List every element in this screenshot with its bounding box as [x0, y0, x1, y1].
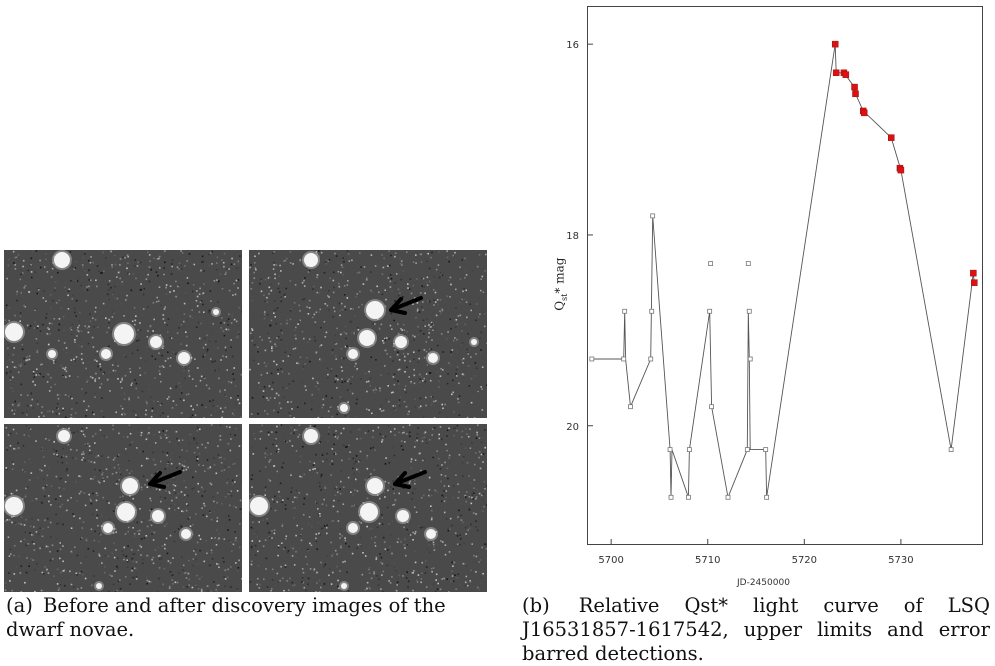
- detection-point: [970, 270, 976, 276]
- star: [48, 350, 56, 358]
- detection-point: [861, 110, 867, 116]
- star: [360, 503, 378, 521]
- upper-limit-point: [650, 309, 654, 313]
- upper-limit-point: [687, 448, 691, 452]
- upper-limit-point: [668, 448, 672, 452]
- detection-point: [833, 70, 839, 76]
- star: [340, 404, 348, 412]
- detection-point: [971, 280, 977, 286]
- caption-a: (a) Before and after discovery images of…: [6, 594, 490, 642]
- star: [395, 336, 407, 348]
- detection-point: [898, 167, 904, 173]
- x-axis-label: JD-2450000: [737, 578, 790, 588]
- star: [471, 339, 477, 345]
- upper-limit-point: [669, 495, 673, 499]
- upper-limit-point: [745, 448, 749, 452]
- light-curve-chart: 5700 5710 5720 5730 16 18 20: [540, 6, 990, 592]
- y-tick-label: 18: [566, 231, 579, 242]
- y-axis-label: Qst* mag: [552, 258, 568, 311]
- star: [304, 429, 318, 443]
- star: [101, 349, 111, 359]
- star: [54, 252, 70, 268]
- star: [58, 430, 70, 442]
- star-field: [4, 424, 242, 592]
- upper-limit-point: [747, 309, 751, 313]
- star: [250, 497, 268, 515]
- star: [5, 497, 23, 515]
- upper-limit-point: [622, 357, 626, 361]
- star: [114, 324, 134, 344]
- light-curve-plot: 5700 5710 5720 5730 16 18 20 Qst* mag JD-24500…: [540, 6, 990, 592]
- upper-limit-point: [764, 448, 768, 452]
- star: [426, 529, 436, 539]
- after-image-1: [249, 250, 487, 418]
- star: [103, 523, 113, 533]
- upper-limit-point: [949, 448, 953, 452]
- upper-limit-point: [590, 357, 594, 361]
- star-field: [249, 424, 487, 592]
- caption-b: (b) Relative Qst* light curve of LSQ J16…: [522, 594, 990, 666]
- x-tick-label: 5720: [792, 555, 817, 566]
- star: [5, 323, 23, 341]
- upper-limit-point: [709, 262, 713, 266]
- discovery-images-panel: [4, 250, 487, 592]
- light-curve-line: [592, 44, 975, 497]
- star-field: [249, 250, 487, 418]
- upper-limit-point: [765, 495, 769, 499]
- upper-limit-point: [649, 357, 653, 361]
- star: [178, 352, 190, 364]
- star: [341, 583, 347, 589]
- caption-a-tag: (a): [6, 594, 33, 617]
- caption-b-text: Relative Qst* light curve of LSQ J165318…: [522, 594, 990, 665]
- star: [397, 510, 409, 522]
- star-field: [4, 250, 242, 418]
- detection-point: [888, 135, 894, 141]
- y-tick-label: 20: [566, 422, 579, 433]
- after-image-2: [4, 424, 242, 592]
- caption-b-tag: (b): [522, 594, 550, 617]
- star: [152, 510, 164, 522]
- star: [367, 478, 383, 494]
- upper-limit-point: [708, 309, 712, 313]
- x-tick-label: 5700: [598, 555, 623, 566]
- star: [348, 349, 358, 359]
- detection-point: [832, 41, 838, 47]
- upper-limit-point: [746, 262, 750, 266]
- star: [122, 478, 138, 494]
- upper-limit-point: [686, 495, 690, 499]
- star: [150, 336, 162, 348]
- upper-limit-point: [628, 405, 632, 409]
- y-tick-label: 16: [566, 40, 579, 51]
- detection-point: [853, 91, 859, 97]
- detection-point: [843, 72, 849, 78]
- star: [304, 253, 318, 267]
- before-image: [4, 250, 242, 418]
- star: [213, 309, 219, 315]
- star: [359, 330, 375, 346]
- upper-limit-point: [710, 405, 714, 409]
- star: [348, 523, 358, 533]
- upper-limit-point: [651, 214, 655, 218]
- detection-point: [852, 84, 858, 90]
- x-tick-label: 5730: [888, 555, 913, 566]
- upper-limit-point: [726, 495, 730, 499]
- star: [428, 353, 438, 363]
- star: [117, 503, 135, 521]
- caption-a-text: Before and after discovery images of the…: [6, 594, 446, 641]
- upper-limit-point: [748, 357, 752, 361]
- star: [366, 301, 384, 319]
- star: [181, 529, 191, 539]
- star: [96, 583, 102, 589]
- x-tick-label: 5710: [695, 555, 720, 566]
- upper-limit-point: [623, 309, 627, 313]
- after-image-3: [249, 424, 487, 592]
